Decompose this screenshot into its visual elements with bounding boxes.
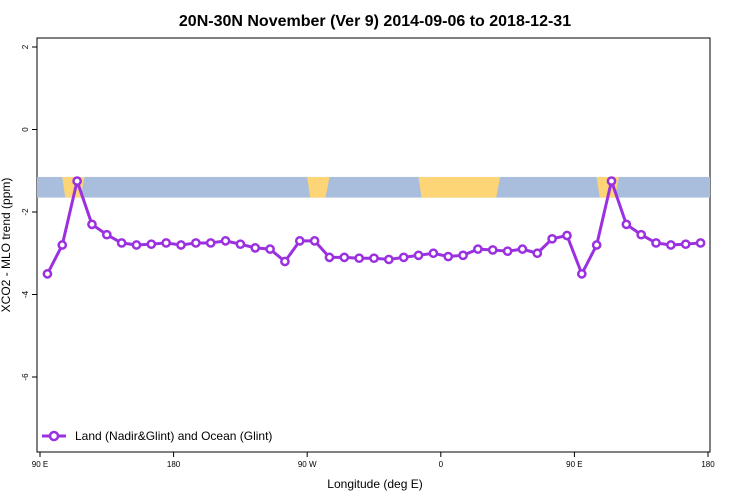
- data-point: [205, 238, 216, 248]
- data-point: [636, 229, 647, 240]
- data-point: [72, 176, 82, 186]
- map-ocean: [37, 176, 710, 198]
- y-tick-label: -2: [21, 208, 30, 216]
- data-point: [324, 252, 335, 263]
- data-point: [280, 256, 290, 267]
- data-point: [398, 252, 409, 263]
- data-point: [413, 250, 424, 261]
- y-tick-label: -4: [21, 290, 30, 298]
- data-point: [176, 240, 186, 250]
- data-point: [309, 236, 320, 246]
- data-point: [191, 238, 201, 248]
- x-tick-label: 180: [701, 460, 715, 469]
- x-tick-label: 90 W: [298, 460, 317, 469]
- y-axis-label: XCO2 - MLO trend (ppm): [0, 178, 13, 313]
- data-point: [354, 253, 365, 264]
- data-point: [161, 238, 172, 248]
- data-point: [235, 239, 246, 250]
- legend: Land (Nadir&Glint) and Ocean (Glint): [42, 429, 272, 443]
- data-point: [57, 240, 68, 250]
- x-tick-label: 0: [439, 460, 444, 469]
- plot-area-frame: [36, 37, 711, 453]
- data-point: [695, 238, 706, 248]
- data-point: [591, 240, 602, 250]
- x-axis: 90 E 180 90 W 0 90 E 180: [32, 452, 715, 469]
- y-tick-label: 2: [21, 44, 30, 49]
- y-tick-label: 0: [21, 127, 30, 132]
- data-point: [339, 252, 350, 263]
- data-point: [458, 250, 468, 261]
- x-axis-label: Longitude (deg E): [327, 477, 422, 491]
- data-point: [487, 245, 498, 255]
- data-point: [265, 244, 275, 254]
- data-point: [547, 233, 557, 244]
- chart-title: 20N-30N November (Ver 9) 2014-09-06 to 2…: [179, 13, 571, 30]
- map-land: [307, 176, 330, 198]
- data-point: [294, 236, 305, 246]
- data-point: [562, 230, 572, 241]
- data-point: [383, 254, 394, 265]
- legend-entry-label: Land (Nadir&Glint) and Ocean (Glint): [75, 429, 272, 443]
- x-tick-label: 90 E: [32, 460, 48, 469]
- map-land: [418, 176, 501, 198]
- y-axis: 2 0 -2 -4 -6: [21, 44, 37, 381]
- data-point: [621, 219, 632, 230]
- data-point: [428, 248, 439, 259]
- data-point: [606, 176, 617, 186]
- data-point: [517, 244, 528, 254]
- data-point: [532, 248, 543, 259]
- data-point: [443, 251, 454, 262]
- data-point: [101, 229, 112, 240]
- x-tick-label: 180: [167, 460, 181, 469]
- data-point: [131, 240, 142, 250]
- data-point: [369, 253, 379, 264]
- data-point: [146, 239, 157, 250]
- data-point: [87, 219, 97, 230]
- x-tick-label: 90 E: [566, 460, 582, 469]
- data-point: [680, 239, 691, 250]
- series-layer: [42, 176, 706, 279]
- data-point: [116, 238, 127, 248]
- y-tick-label: -6: [21, 373, 30, 381]
- data-point: [220, 236, 231, 246]
- data-point: [651, 238, 661, 248]
- legend-marker-swatch: [48, 430, 60, 442]
- data-point: [473, 244, 483, 254]
- data-point: [250, 243, 261, 253]
- world-map-band: [37, 176, 710, 198]
- data-point: [502, 246, 513, 257]
- data-point: [576, 269, 587, 279]
- data-point: [42, 269, 53, 279]
- data-point: [666, 240, 676, 250]
